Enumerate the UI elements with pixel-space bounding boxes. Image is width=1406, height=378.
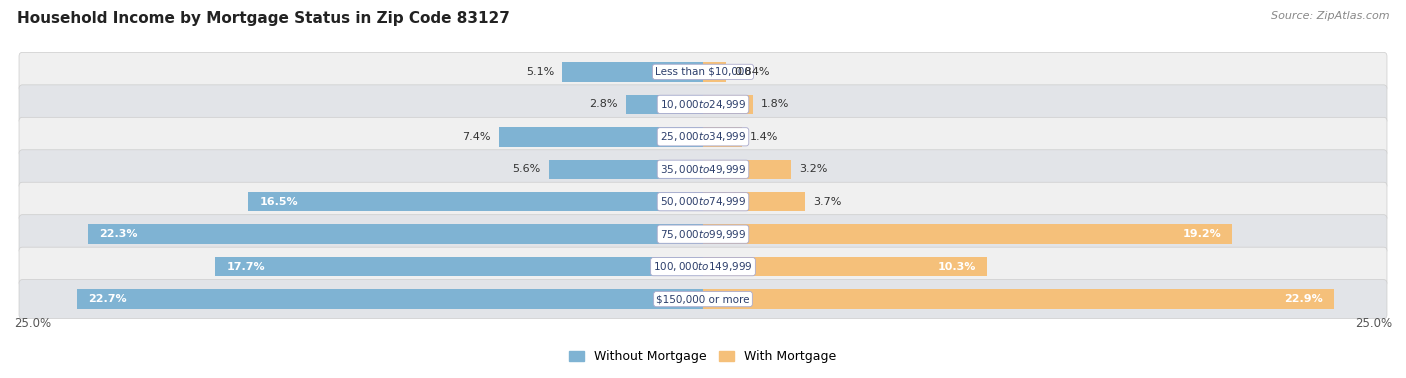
Text: 5.1%: 5.1% [526, 67, 554, 77]
FancyBboxPatch shape [20, 247, 1386, 286]
Text: 19.2%: 19.2% [1182, 229, 1220, 239]
Bar [703, 62, 725, 82]
Text: 0.84%: 0.84% [734, 67, 770, 77]
Text: Source: ZipAtlas.com: Source: ZipAtlas.com [1271, 11, 1389, 21]
Text: 1.8%: 1.8% [761, 99, 789, 109]
Bar [703, 257, 987, 276]
Bar [249, 192, 703, 211]
Bar [499, 127, 703, 147]
Text: 25.0%: 25.0% [14, 317, 51, 330]
Bar [703, 160, 792, 179]
Text: $10,000 to $24,999: $10,000 to $24,999 [659, 98, 747, 111]
Text: 22.3%: 22.3% [100, 229, 138, 239]
Text: 22.7%: 22.7% [89, 294, 127, 304]
Bar [703, 94, 752, 114]
Text: Household Income by Mortgage Status in Zip Code 83127: Household Income by Mortgage Status in Z… [17, 11, 510, 26]
Text: 7.4%: 7.4% [463, 132, 491, 142]
Bar [626, 94, 703, 114]
Text: 17.7%: 17.7% [226, 262, 264, 272]
Text: Less than $10,000: Less than $10,000 [655, 67, 751, 77]
FancyBboxPatch shape [20, 150, 1386, 189]
Text: 3.2%: 3.2% [800, 164, 828, 174]
Bar [703, 290, 1334, 309]
Bar [703, 127, 741, 147]
Text: 3.7%: 3.7% [813, 197, 842, 207]
Text: 22.9%: 22.9% [1284, 294, 1323, 304]
Bar [77, 290, 703, 309]
Text: $100,000 to $149,999: $100,000 to $149,999 [654, 260, 752, 273]
FancyBboxPatch shape [20, 53, 1386, 91]
Text: $150,000 or more: $150,000 or more [657, 294, 749, 304]
Bar [548, 160, 703, 179]
Bar [89, 225, 703, 244]
FancyBboxPatch shape [20, 117, 1386, 156]
Text: $50,000 to $74,999: $50,000 to $74,999 [659, 195, 747, 208]
Text: 25.0%: 25.0% [1355, 317, 1392, 330]
Bar [215, 257, 703, 276]
Legend: Without Mortgage, With Mortgage: Without Mortgage, With Mortgage [564, 345, 842, 369]
Bar [703, 225, 1232, 244]
FancyBboxPatch shape [20, 215, 1386, 254]
Text: $35,000 to $49,999: $35,000 to $49,999 [659, 163, 747, 176]
Text: $75,000 to $99,999: $75,000 to $99,999 [659, 228, 747, 241]
Text: 10.3%: 10.3% [938, 262, 976, 272]
Text: $25,000 to $34,999: $25,000 to $34,999 [659, 130, 747, 143]
FancyBboxPatch shape [20, 182, 1386, 221]
FancyBboxPatch shape [20, 85, 1386, 124]
Text: 5.6%: 5.6% [512, 164, 540, 174]
Text: 2.8%: 2.8% [589, 99, 617, 109]
Text: 1.4%: 1.4% [749, 132, 779, 142]
Bar [562, 62, 703, 82]
Text: 16.5%: 16.5% [259, 197, 298, 207]
FancyBboxPatch shape [20, 280, 1386, 319]
Bar [703, 192, 806, 211]
